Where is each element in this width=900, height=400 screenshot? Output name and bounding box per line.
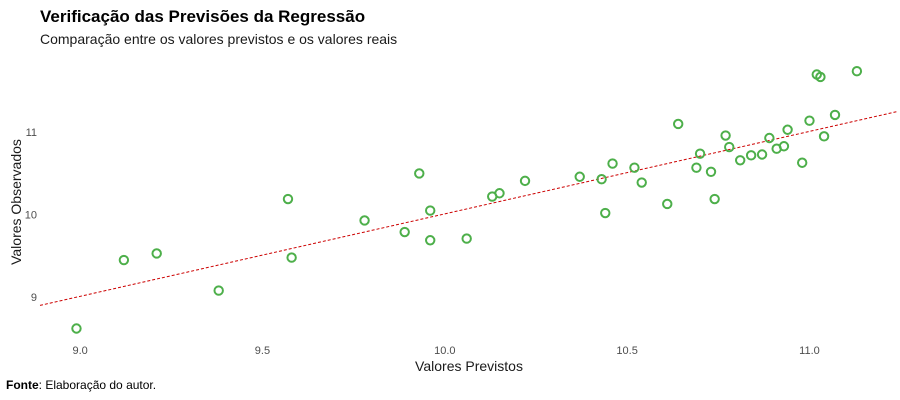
- x-axis-title: Valores Previstos: [415, 358, 523, 374]
- data-point: [764, 132, 775, 144]
- data-point: [399, 226, 410, 238]
- y-tick-label: 11: [26, 127, 37, 139]
- chart-title: Verificação das Previsões da Regressão: [40, 7, 365, 26]
- data-point: [286, 252, 297, 263]
- data-point: [213, 285, 224, 296]
- data-point: [829, 109, 841, 121]
- data-point: [636, 177, 647, 188]
- data-point: [691, 162, 702, 173]
- data-point: [782, 124, 793, 135]
- data-point: [804, 115, 815, 126]
- data-point: [414, 168, 425, 179]
- y-axis-title: Valores Observados: [8, 139, 24, 265]
- data-point: [694, 148, 706, 159]
- caption-label: Fonte: [6, 378, 39, 392]
- data-point: [734, 155, 746, 166]
- x-tick-label: 11.0: [799, 345, 820, 357]
- data-point: [709, 193, 720, 205]
- data-point: [629, 162, 640, 173]
- data-point: [494, 188, 505, 199]
- plot-area: 9.0 9.5 10.0 10.5 11.0 9 10 11: [25, 65, 898, 357]
- y-tick-label: 9: [31, 292, 37, 304]
- data-point: [672, 118, 684, 130]
- fit-line-layer: [39, 111, 898, 306]
- data-point: [724, 141, 735, 153]
- data-point: [425, 205, 436, 216]
- chart-subtitle: Comparação entre os valores previstos e …: [40, 31, 397, 47]
- data-point: [662, 198, 673, 210]
- data-point: [745, 150, 757, 161]
- data-point: [607, 158, 618, 169]
- data-point: [282, 193, 294, 205]
- x-tick-labels: 9.0 9.5 10.0 10.5 11.0: [72, 345, 819, 357]
- data-point: [118, 254, 130, 266]
- y-tick-labels: 9 10 11: [25, 127, 37, 304]
- data-point: [519, 175, 531, 187]
- y-tick-label: 10: [25, 210, 37, 222]
- data-point: [815, 71, 826, 83]
- x-tick-label: 9.5: [255, 345, 270, 357]
- regression-line: [39, 111, 898, 306]
- data-point: [796, 157, 808, 168]
- data-point: [574, 171, 585, 182]
- x-tick-label: 9.0: [72, 345, 87, 357]
- caption: Fonte: Elaboração do autor.: [6, 378, 156, 392]
- points-layer: [71, 65, 863, 334]
- data-point: [818, 131, 830, 142]
- caption-text: : Elaboração do autor.: [39, 378, 156, 392]
- data-point: [778, 141, 790, 152]
- x-tick-label: 10.0: [434, 345, 455, 357]
- data-point: [151, 248, 162, 259]
- data-point: [600, 207, 611, 219]
- data-point: [756, 149, 768, 160]
- x-tick-label: 10.5: [616, 345, 637, 357]
- data-point: [71, 323, 82, 334]
- data-point: [461, 233, 472, 244]
- data-point: [720, 130, 731, 141]
- data-point: [359, 215, 370, 226]
- data-point: [851, 65, 863, 77]
- data-point: [425, 235, 436, 246]
- data-point: [705, 166, 717, 178]
- data-point: [596, 174, 607, 185]
